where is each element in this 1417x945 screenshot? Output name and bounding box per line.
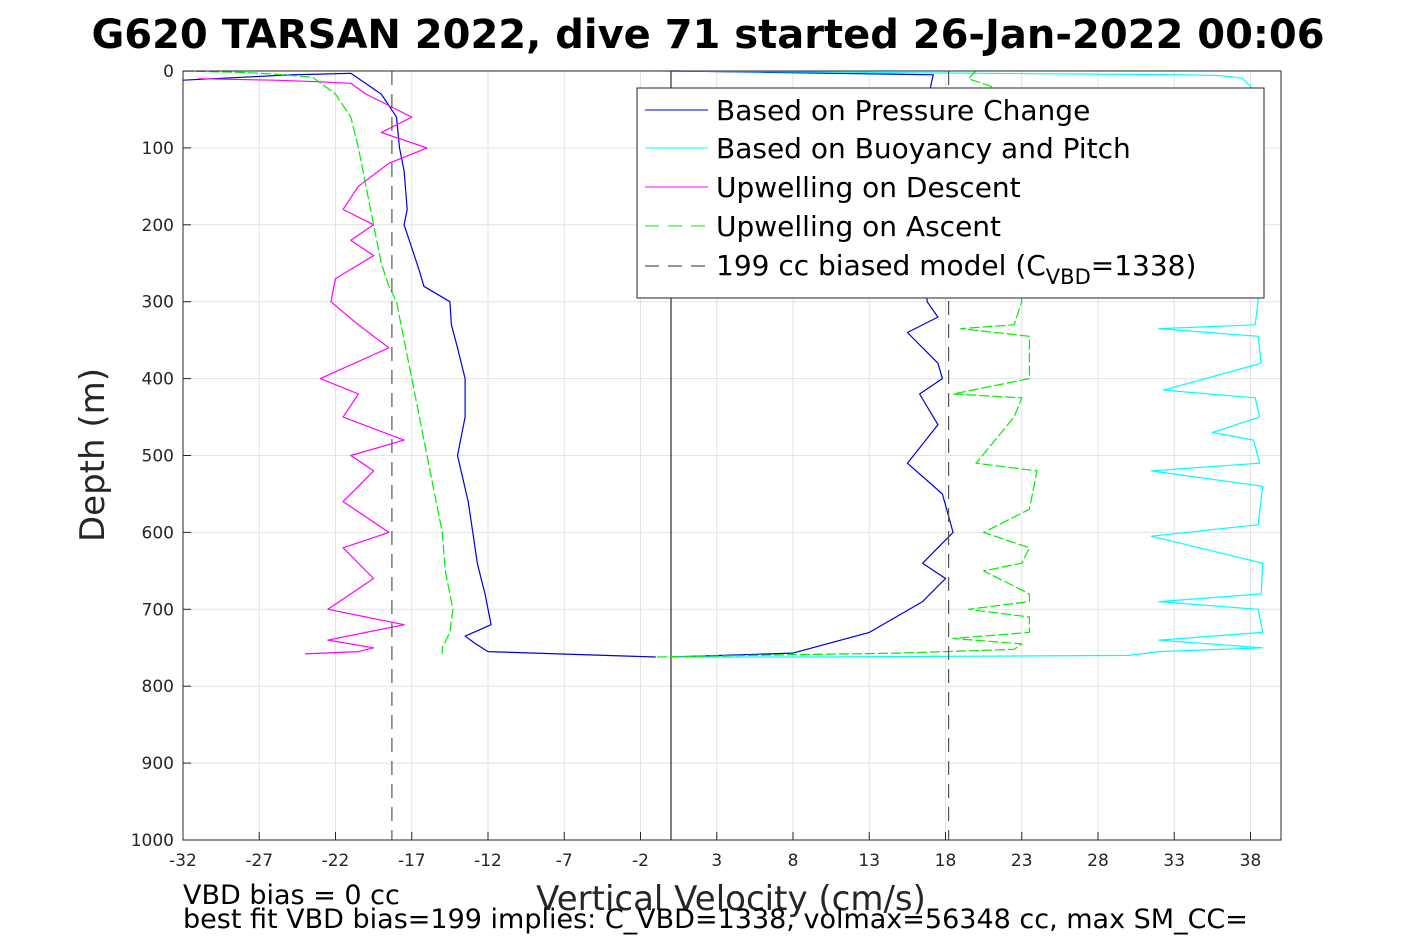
y-tick-label: 400 bbox=[142, 370, 174, 390]
x-tick-label: -7 bbox=[556, 851, 573, 871]
x-tick-label: 3 bbox=[711, 851, 722, 871]
ticks: -32 -27 -22 -17 -12 -7 -2 3 8 13 18 23 28 33 380100200… bbox=[131, 62, 1262, 871]
x-axis-label: Vertical Velocity (cm/s) bbox=[536, 879, 926, 919]
x-tick-label: -12 bbox=[474, 851, 502, 871]
legend-label-pressure: Based on Pressure Change bbox=[716, 94, 1090, 127]
y-tick-label: 100 bbox=[142, 139, 174, 159]
chart-title: G620 TARSAN 2022, dive 71 started 26-Jan… bbox=[91, 12, 1324, 58]
legend-model-suffix: =1338) bbox=[1091, 249, 1197, 282]
y-tick-label: 300 bbox=[142, 293, 174, 313]
x-tick-label: -32 bbox=[169, 851, 197, 871]
y-tick-label: 500 bbox=[142, 447, 174, 467]
legend-label-model: 199 cc biased model (CVBD=1338) bbox=[716, 249, 1196, 289]
series-up-asc-ascent bbox=[655, 70, 1038, 658]
series-up-asc-descent bbox=[182, 70, 454, 654]
legend-label-up-asc: Upwelling on Ascent bbox=[716, 210, 1001, 243]
legend-model-subscript: VBD bbox=[1046, 265, 1091, 289]
x-tick-label: 23 bbox=[1011, 851, 1033, 871]
y-tick-label: 700 bbox=[142, 600, 174, 620]
series-pressure-descent bbox=[182, 72, 656, 658]
y-axis-label: Depth (m) bbox=[73, 368, 113, 542]
y-tick-label: 600 bbox=[142, 523, 174, 543]
legend-label-up-desc: Upwelling on Descent bbox=[716, 171, 1021, 204]
vbd-bias-note: VBD bias = 0 cc bbox=[183, 880, 400, 911]
x-tick-label: 18 bbox=[935, 851, 957, 871]
y-tick-label: 800 bbox=[142, 677, 174, 697]
best-fit-note: best fit VBD bias=199 implies: C_VBD=133… bbox=[183, 904, 1248, 935]
legend-label-buoyancy: Based on Buoyancy and Pitch bbox=[716, 132, 1131, 165]
x-tick-label: 8 bbox=[788, 851, 799, 871]
series-up-desc bbox=[198, 78, 428, 655]
y-tick-label: 200 bbox=[142, 216, 174, 236]
legend-model-prefix: 199 cc biased model (C bbox=[716, 249, 1046, 282]
x-tick-label: 28 bbox=[1087, 851, 1109, 871]
y-tick-label: 900 bbox=[142, 754, 174, 774]
y-tick-label: 0 bbox=[163, 62, 174, 82]
legend: Based on Pressure Change Based on Buoyan… bbox=[636, 87, 1265, 299]
y-tick-label: 1000 bbox=[131, 831, 174, 851]
legend-box bbox=[636, 87, 1265, 299]
x-tick-label: -22 bbox=[322, 851, 350, 871]
x-tick-label: 38 bbox=[1240, 851, 1262, 871]
x-tick-label: 13 bbox=[858, 851, 880, 871]
x-tick-label: -2 bbox=[632, 851, 649, 871]
x-tick-label: -17 bbox=[398, 851, 426, 871]
x-tick-label: 33 bbox=[1163, 851, 1185, 871]
x-tick-label: -27 bbox=[245, 851, 273, 871]
